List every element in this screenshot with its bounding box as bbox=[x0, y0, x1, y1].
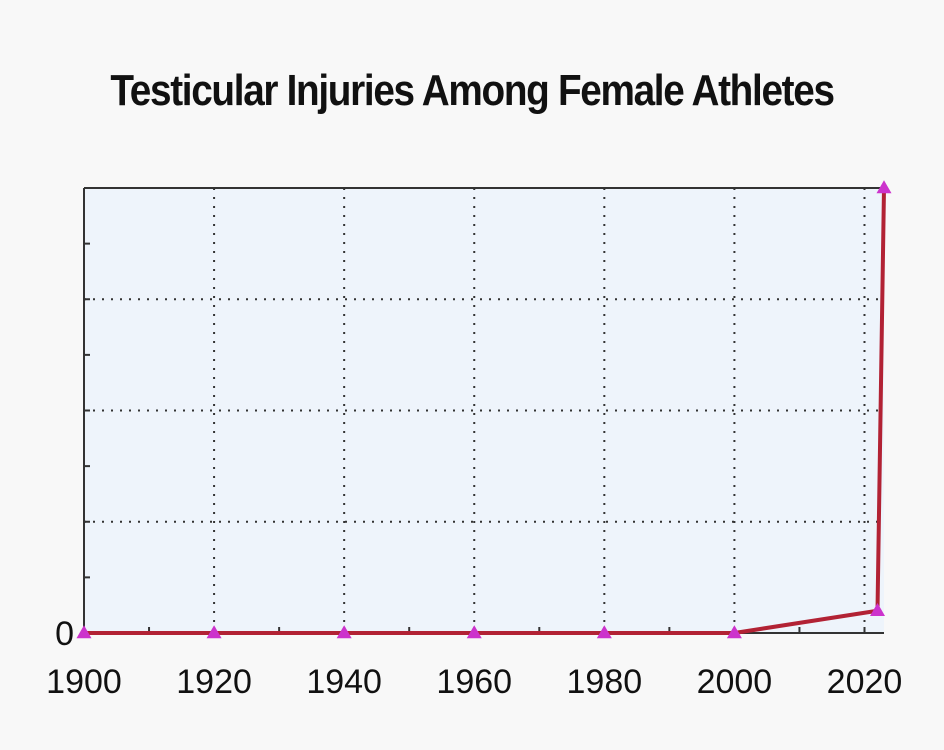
x-tick-label: 2000 bbox=[697, 663, 773, 701]
data-point-marker bbox=[466, 625, 482, 639]
x-tick-label: 2020 bbox=[827, 663, 903, 701]
series-group bbox=[76, 180, 892, 639]
x-tick-label: 1900 bbox=[46, 663, 122, 701]
data-point-marker bbox=[336, 625, 352, 639]
chart-title: Testicular Injuries Among Female Athlete… bbox=[110, 66, 835, 115]
data-point-marker bbox=[76, 625, 92, 639]
data-point-marker bbox=[206, 625, 222, 639]
series-line bbox=[84, 187, 886, 635]
x-tick-label: 1960 bbox=[436, 663, 512, 701]
plot-area bbox=[84, 188, 884, 633]
x-tick-label: 1980 bbox=[567, 663, 643, 701]
y-axis-labels: 0 bbox=[55, 615, 74, 653]
data-point-marker bbox=[869, 602, 885, 616]
y-tick-label: 0 bbox=[55, 615, 74, 653]
x-tick-label: 1920 bbox=[176, 663, 252, 701]
grid-lines bbox=[84, 188, 884, 633]
x-tick-label: 1940 bbox=[306, 663, 382, 701]
data-point-marker bbox=[876, 180, 892, 194]
x-axis-labels: 1900 1920 1940 1960 1980 2000 2020 bbox=[46, 663, 902, 701]
data-point-marker bbox=[726, 625, 742, 639]
data-point-marker bbox=[596, 625, 612, 639]
